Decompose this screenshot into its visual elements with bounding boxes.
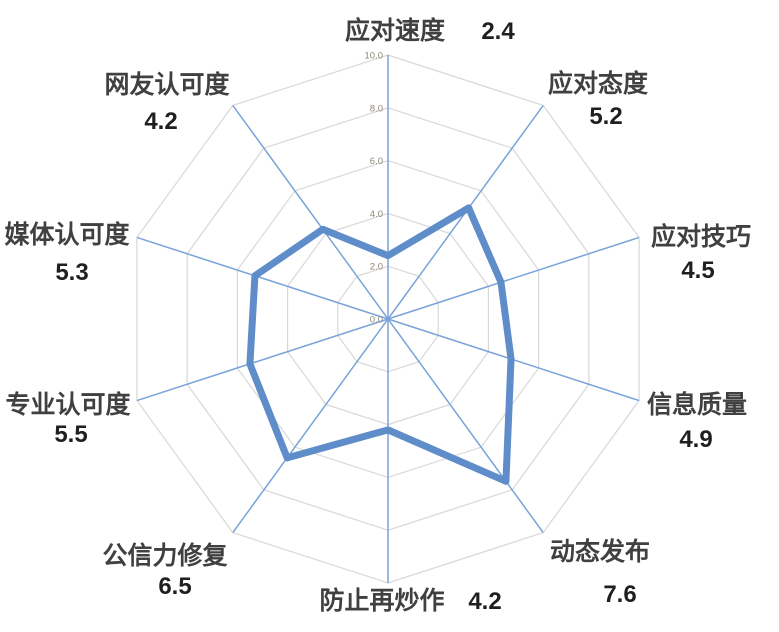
radial-axis-line	[136, 236, 389, 320]
radar-tick-label: 8.0	[370, 103, 383, 114]
radar-tick-label: 6.0	[370, 156, 383, 167]
value-label: 4.5	[681, 257, 715, 284]
category-label: 网友认可度	[104, 72, 230, 99]
category-label: 专业认可度	[5, 392, 131, 419]
value-label: 5.3	[55, 259, 89, 286]
category-label: 应对态度	[547, 71, 649, 98]
radial-axis-line	[387, 236, 640, 320]
category-label: 动态发布	[549, 539, 651, 566]
radial-axis-line	[387, 318, 544, 534]
value-label: 5.2	[589, 103, 623, 130]
value-label: 2.4	[481, 18, 515, 45]
radar-tick-label: 0.0	[370, 315, 383, 326]
category-label: 应对速度	[344, 18, 446, 45]
value-label: 5.5	[54, 421, 88, 448]
radar-tick-label: 10.0	[365, 51, 384, 62]
value-label: 6.5	[158, 573, 192, 600]
radial-axis-line	[232, 318, 389, 534]
category-label: 应对技巧	[650, 224, 752, 251]
category-label: 信息质量	[646, 392, 748, 419]
category-label: 防止再炒作	[319, 588, 445, 615]
radial-axis-line	[136, 318, 389, 402]
radar-series-polygon	[246, 204, 515, 485]
radial-axis-line	[232, 104, 389, 320]
radar-tick-label: 4.0	[370, 209, 383, 220]
category-label: 公信力修复	[102, 543, 228, 570]
value-label: 4.2	[468, 588, 502, 615]
radar-tick-label: 2.0	[370, 262, 383, 273]
value-label: 4.9	[679, 426, 713, 453]
value-label: 7.6	[603, 581, 637, 608]
value-label: 4.2	[144, 108, 178, 135]
category-label: 媒体认可度	[4, 222, 130, 249]
